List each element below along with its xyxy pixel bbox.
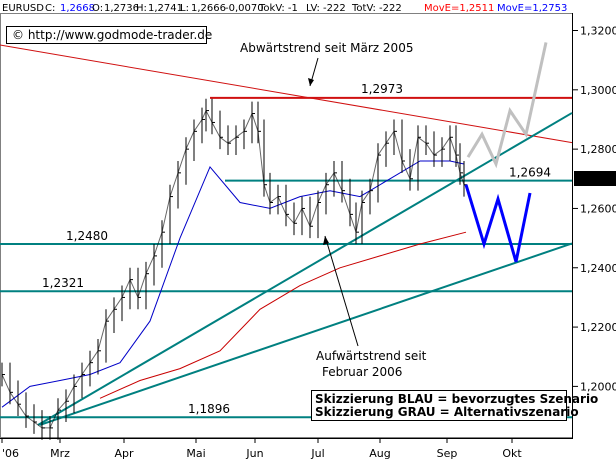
y-tick-label-6: 1,3200	[580, 24, 616, 37]
header-c-value: 1,2668	[60, 3, 95, 14]
trendline-2	[39, 242, 573, 426]
header-c-label: C:	[45, 3, 55, 14]
trendline-1	[37, 112, 573, 426]
copyright-text: © http://www.godmode-trader.de	[12, 28, 212, 42]
annotation-downtrend-arrowhead	[308, 78, 314, 86]
moving-average-1	[99, 231, 467, 399]
level-label-4: 1,1896	[188, 402, 230, 416]
x-tick-label-3: Mai	[186, 447, 205, 460]
scenario-line-1	[466, 42, 548, 169]
header-move1: MovE=1,2511	[424, 3, 494, 14]
x-tick-label-0: '06	[2, 447, 19, 460]
last-price-box: 1,2668	[574, 171, 616, 186]
scenario-legend-grey: Skizzierung GRAU = Alternativszenario	[315, 405, 579, 419]
x-tick-label-2: Apr	[114, 447, 134, 460]
horizontal-levels: 1,2973 1,2694 1,2480 1,2321 1,1896	[0, 82, 572, 419]
y-tick-label-3: 1,2600	[580, 202, 616, 215]
header-h-value: 1,2741	[148, 3, 183, 14]
copyright-frame	[6, 26, 207, 44]
scenario-legend-box	[311, 390, 567, 421]
header-h-label: H:	[136, 3, 147, 14]
header-tokv: TokV: -1	[258, 3, 298, 14]
level-label-1: 1,2694	[509, 166, 551, 180]
last-price-label: 1,2668	[577, 172, 616, 185]
header-o-label: O:	[92, 3, 103, 14]
x-tick-label-6: Aug	[369, 447, 390, 460]
annotation-downtrend: Abwärtstrend seit März 2005	[240, 41, 413, 55]
x-tick-label-5: Jul	[310, 447, 324, 460]
axes: 1,2000 1,2200 1,2400 1,2600 1,2800 1,3000 1,32…	[1, 24, 616, 460]
scenario-line-0	[464, 184, 532, 263]
level-label-0: 1,2973	[361, 82, 403, 96]
annotations: Abwärtstrend seit März 2005 Aufwärtstrend…	[240, 41, 598, 421]
moving-averages	[1, 160, 467, 408]
last-price-bg	[574, 171, 616, 186]
annotation-uptrend-line1: Aufwärtstrend seit	[316, 349, 427, 363]
y-tick-label-1: 1,2200	[580, 321, 616, 334]
y-tick-label-4: 1,2800	[580, 143, 616, 156]
header-l-value: 1,2666	[191, 3, 226, 14]
header-lv: LV: -222	[306, 3, 346, 14]
x-tick-label-7: Sep	[437, 447, 458, 460]
x-tick-label-4: Jun	[245, 447, 263, 460]
header-change: -0,0070	[225, 3, 264, 14]
header-o-value: 1,2736	[104, 3, 139, 14]
copyright-box: © http://www.godmode-trader.de	[6, 26, 212, 44]
level-label-2: 1,2480	[66, 229, 108, 243]
header-l-label: L:	[180, 3, 189, 14]
price-bars	[1, 98, 467, 440]
price-line	[1, 109, 465, 429]
scenario-legend-blue: Skizzierung BLAU = bevorzugtes Szenario	[315, 392, 598, 406]
trendline-0	[0, 44, 573, 144]
annotation-uptrend-arrow	[324, 235, 359, 347]
moving-average-0	[1, 160, 465, 408]
header-bar: EURUSD C: 1,2668 O: 1,2736 H: 1,2741 L: …	[2, 3, 567, 14]
header-totv: TotV: -222	[351, 3, 402, 14]
header-symbol: EURUSD	[2, 3, 44, 14]
annotation-uptrend-arrowhead	[323, 236, 329, 245]
y-tick-label-2: 1,2400	[580, 262, 616, 275]
level-label-3: 1,2321	[42, 276, 84, 290]
y-tick-label-0: 1,2000	[580, 380, 616, 393]
annotation-uptrend-line2: Februar 2006	[322, 365, 402, 379]
x-tick-label-8: Okt	[502, 447, 522, 460]
scenarios	[464, 42, 548, 263]
trendlines	[0, 44, 573, 426]
header-move2: MovE=1,2753	[497, 3, 567, 14]
x-tick-label-1: Mrz	[50, 447, 70, 460]
y-tick-label-5: 1,3000	[580, 84, 616, 97]
